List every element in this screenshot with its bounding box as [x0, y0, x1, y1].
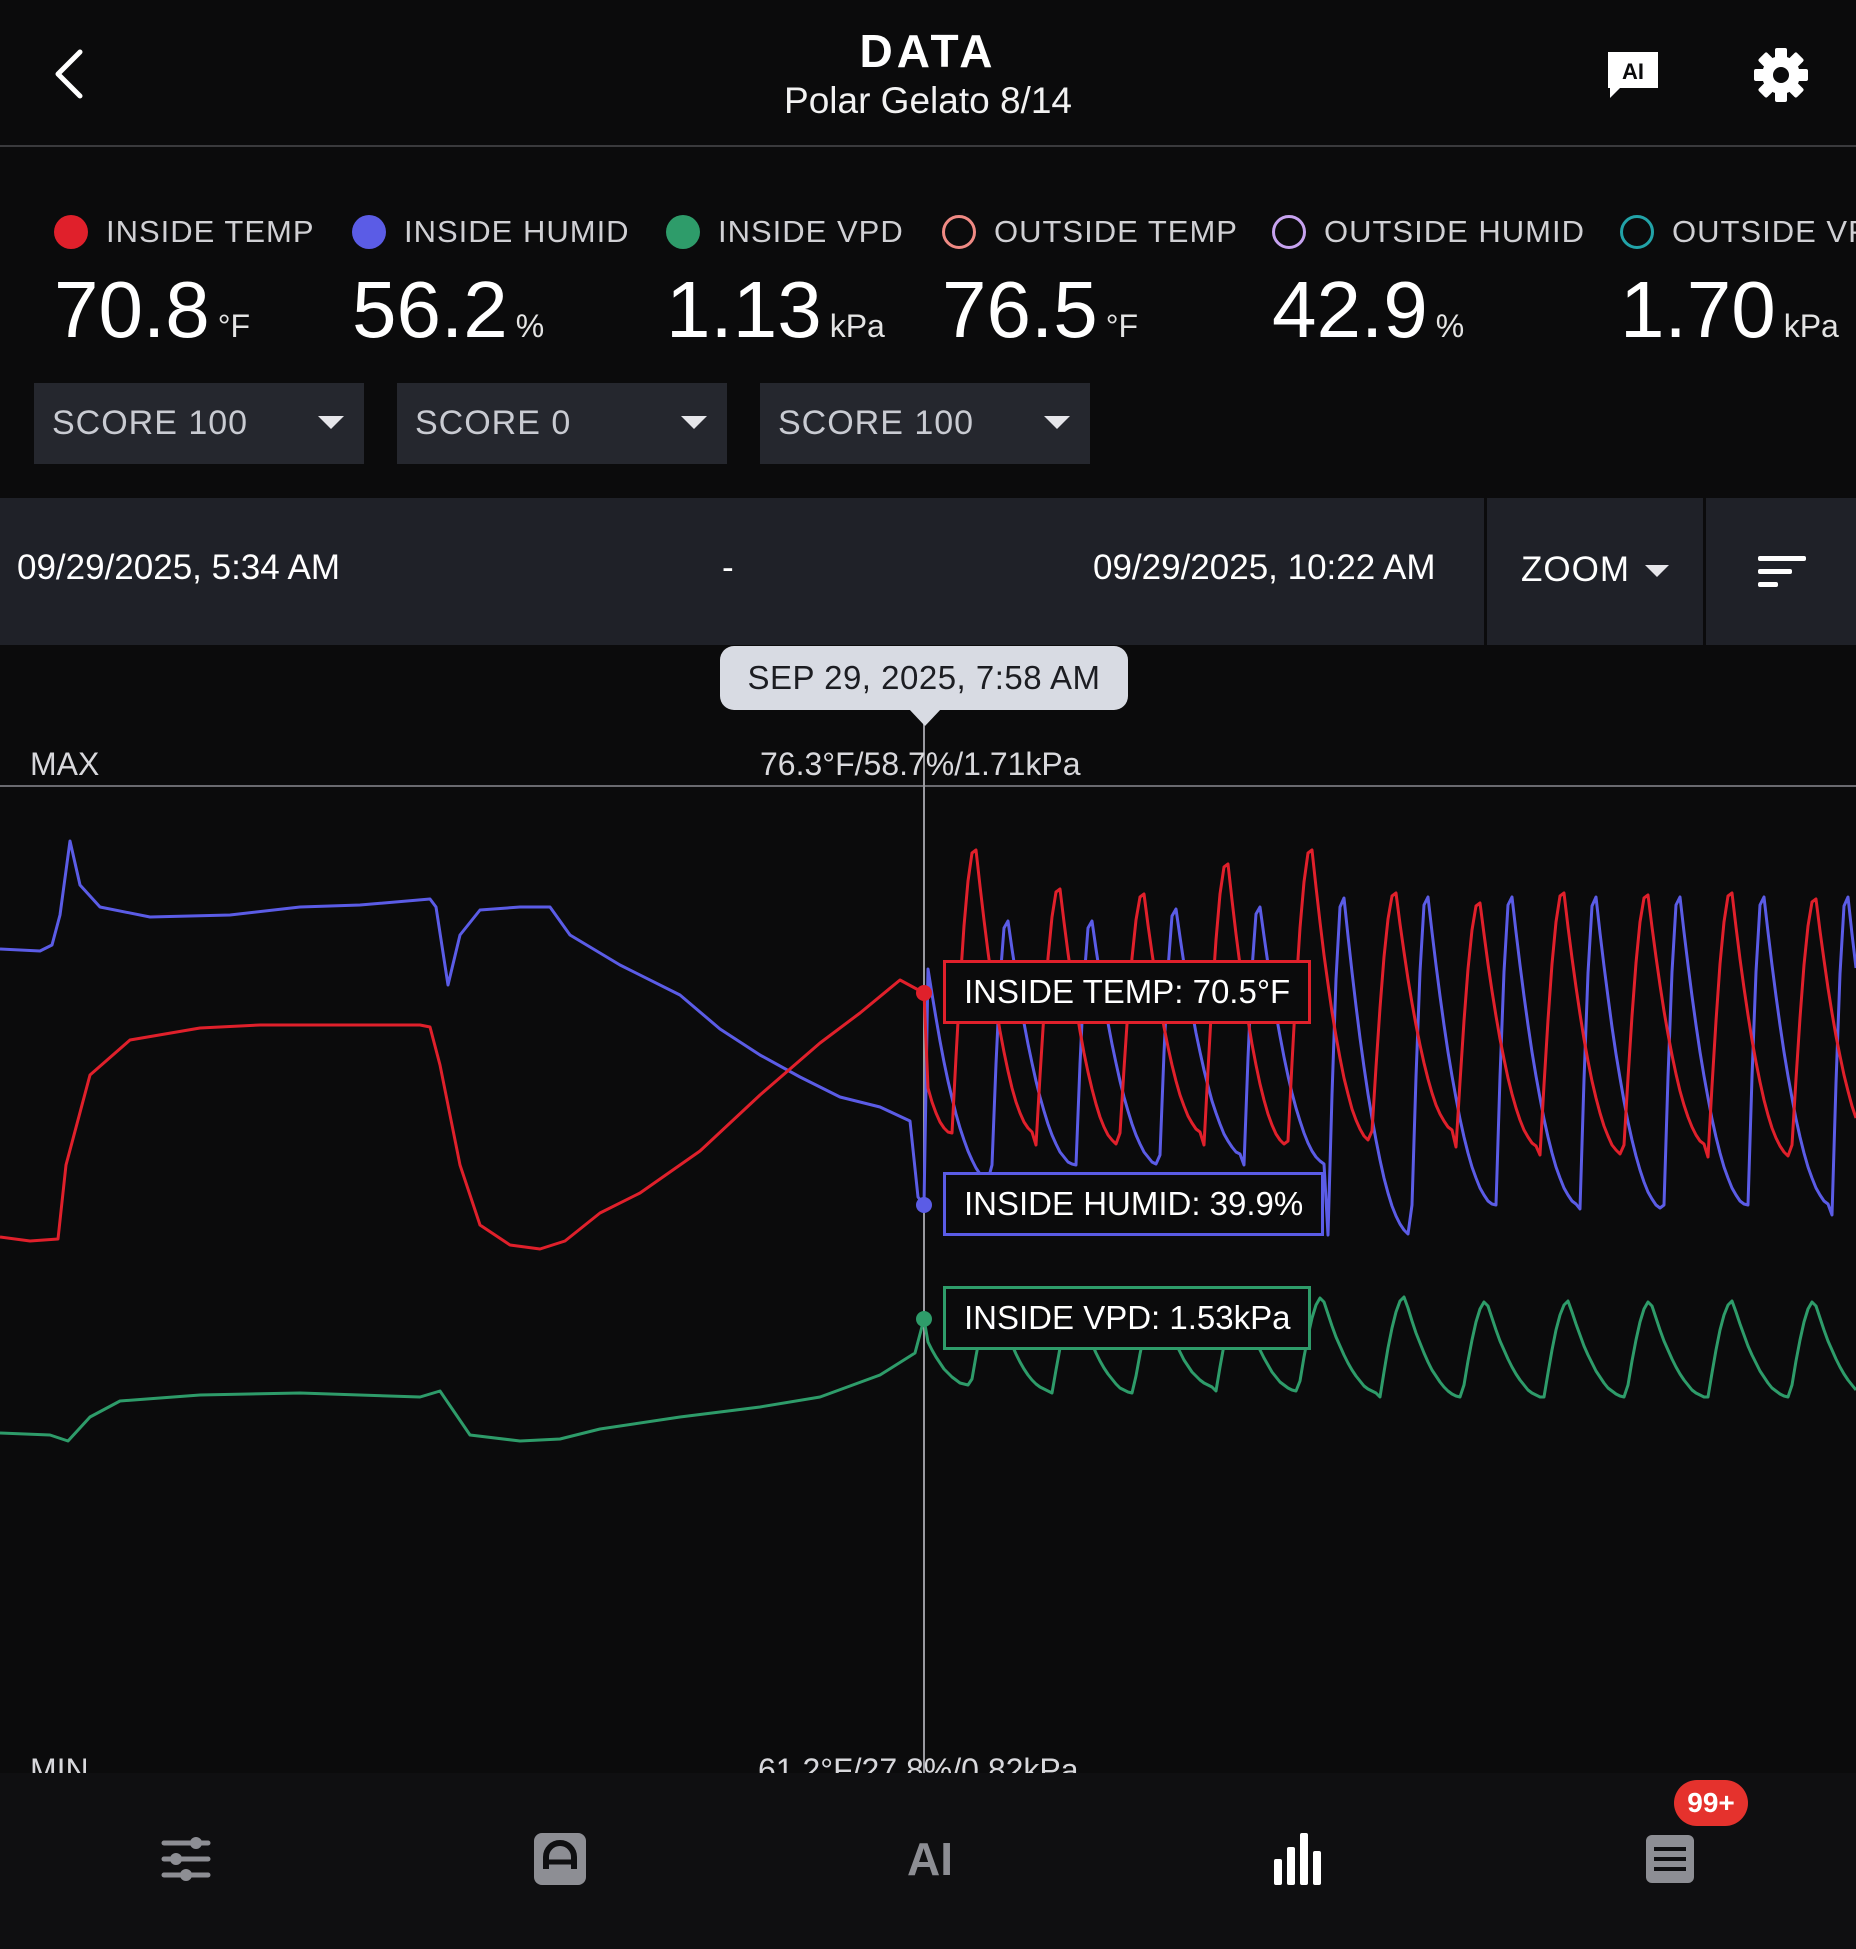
metric-unit: °F [217, 308, 251, 344]
ai-chat-icon-label: AI [1622, 59, 1644, 84]
caret-down-icon [318, 416, 344, 429]
score-label: SCORE 100 [778, 404, 975, 442]
metric-label: INSIDE TEMP [106, 214, 315, 249]
page-title: DATA [859, 25, 997, 77]
tooltip-inside-humid: INSIDE HUMID: 39.9% [943, 1172, 1325, 1236]
ai-chat-icon[interactable]: AI [1604, 48, 1662, 102]
metric-value: 76.5 [942, 265, 1098, 354]
inside-temp-line [0, 848, 1856, 1251]
tooltip-inside-temp: INSIDE TEMP: 70.5°F [943, 960, 1312, 1024]
bottom-nav: AI [0, 1773, 1856, 1949]
sort-icon[interactable] [1758, 552, 1806, 592]
score-label: SCORE 100 [52, 404, 249, 442]
cursor-time-label: SEP 29, 2025, 7:58 AM [720, 646, 1128, 710]
gear-icon[interactable] [1752, 46, 1810, 104]
sliders-icon[interactable] [156, 1829, 216, 1889]
temp-cursor-point [916, 985, 932, 1001]
date-range-bar: 09/29/2025, 5:34 AM - 09/29/2025, 10:22 … [0, 498, 1856, 645]
inside-vpd-line [0, 1295, 1856, 1443]
score-dropdown-humid[interactable]: SCORE 0 [397, 383, 727, 464]
back-arrow-icon[interactable] [48, 46, 88, 102]
metric-label: OUTSIDE TEMP [994, 214, 1238, 249]
bar-chart-icon[interactable] [1270, 1829, 1330, 1889]
controller-icon[interactable] [530, 1829, 590, 1889]
metric-outside-temp[interactable]: OUTSIDE TEMP 76.5 °F [942, 214, 1238, 356]
history-chart[interactable] [0, 645, 1856, 1773]
caret-down-icon [681, 416, 707, 429]
ai-icon[interactable]: AI [898, 1829, 962, 1889]
metric-inside-temp[interactable]: INSIDE TEMP 70.8 °F [54, 214, 315, 356]
metric-outside-humid[interactable]: OUTSIDE HUMID 42.9% [1272, 214, 1585, 356]
metric-value: 56.2 [352, 265, 508, 354]
metric-value: 1.70 [1620, 265, 1776, 354]
inside-humid-line [0, 839, 1856, 1237]
log-icon[interactable] [1640, 1829, 1700, 1889]
metric-label: OUTSIDE VPD [1672, 214, 1856, 249]
metric-inside-vpd[interactable]: INSIDE VPD 1.13 kPa [666, 214, 904, 356]
max-values: 76.3°F/58.7%/1.71kPa [760, 746, 1081, 782]
range-start[interactable]: 09/29/2025, 5:34 AM [17, 548, 341, 587]
metric-value: 70.8 [54, 265, 210, 354]
unchecked-icon[interactable] [942, 215, 976, 249]
metric-unit: % [1435, 308, 1465, 344]
metric-unit: % [515, 308, 545, 344]
score-dropdown-vpd[interactable]: SCORE 100 [760, 383, 1090, 464]
score-dropdown-temp[interactable]: SCORE 100 [34, 383, 364, 464]
max-label: MAX [30, 746, 100, 782]
top-bar: DATA Polar Gelato 8/14 AI [0, 0, 1856, 147]
metric-value: 42.9 [1272, 265, 1428, 354]
caret-down-icon [1044, 416, 1070, 429]
range-separator: - [722, 548, 734, 587]
metric-unit: °F [1105, 308, 1139, 344]
checked-icon[interactable] [54, 215, 88, 249]
metric-unit: kPa [1783, 308, 1839, 344]
metric-value: 1.13 [666, 265, 822, 354]
checked-icon[interactable] [352, 215, 386, 249]
tooltip-inside-vpd: INSIDE VPD: 1.53kPa [943, 1286, 1312, 1350]
caret-down-icon [1645, 565, 1669, 577]
score-label: SCORE 0 [415, 404, 572, 442]
unchecked-icon[interactable] [1620, 215, 1654, 249]
humid-cursor-point [916, 1197, 932, 1213]
metric-label: INSIDE VPD [718, 214, 904, 249]
vpd-cursor-point [916, 1311, 932, 1327]
zoom-dropdown[interactable]: ZOOM [1484, 498, 1706, 645]
metric-inside-humid[interactable]: INSIDE HUMID 56.2% [352, 214, 630, 356]
ai-icon-label: AI [907, 1833, 953, 1885]
metric-label: INSIDE HUMID [404, 214, 630, 249]
page-subtitle: Polar Gelato 8/14 [784, 80, 1072, 121]
notification-badge: 99+ [1674, 1780, 1748, 1826]
cursor-time-pointer [908, 708, 942, 726]
metric-label: OUTSIDE HUMID [1324, 214, 1585, 249]
metric-unit: kPa [829, 308, 885, 344]
unchecked-icon[interactable] [1272, 215, 1306, 249]
zoom-label: ZOOM [1521, 550, 1630, 589]
checked-icon[interactable] [666, 215, 700, 249]
range-end[interactable]: 09/29/2025, 10:22 AM [1093, 548, 1436, 587]
